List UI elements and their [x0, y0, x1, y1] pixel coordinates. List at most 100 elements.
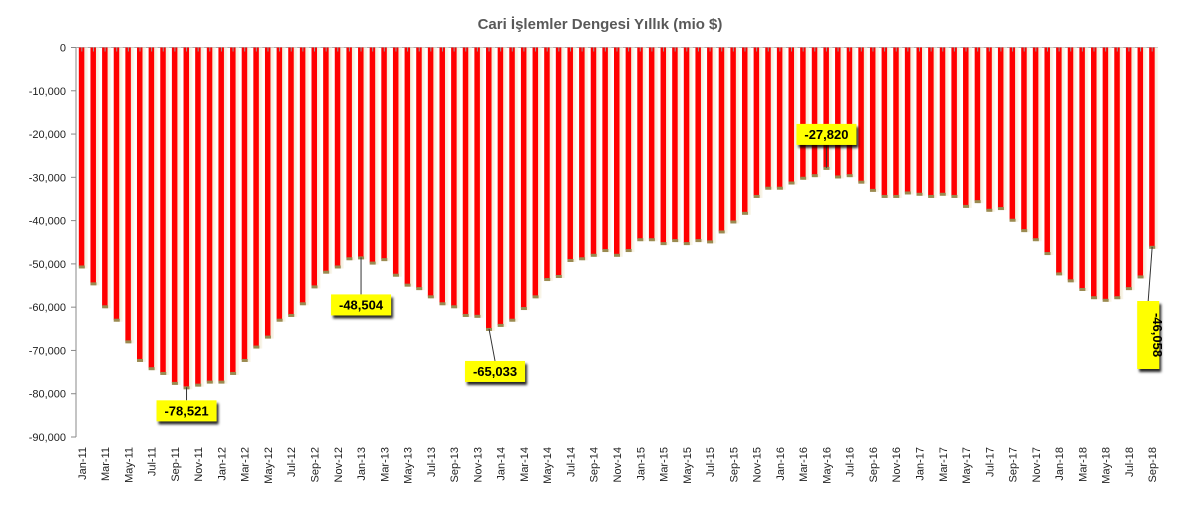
bar	[1114, 47, 1120, 298]
bar-end	[625, 249, 632, 253]
x-tick-label: Sep-17	[1008, 447, 1020, 482]
bar	[416, 47, 422, 289]
bar	[1079, 47, 1085, 289]
data-label: -78,521	[156, 387, 217, 422]
bar	[625, 47, 632, 251]
bar-end	[1102, 298, 1109, 302]
x-tick-label: Jul-13	[426, 447, 438, 477]
bar	[846, 47, 853, 176]
bar	[683, 47, 690, 244]
bar	[218, 47, 224, 382]
x-tick-label: May-18	[1101, 447, 1113, 484]
bar	[427, 47, 434, 297]
x-tick-label: Jul-11	[147, 447, 159, 476]
bar-end	[544, 278, 551, 282]
bar-end	[532, 295, 539, 299]
bar-end	[1091, 296, 1098, 300]
leader-line	[488, 328, 496, 362]
bar-end	[741, 211, 748, 215]
bar	[637, 47, 643, 240]
x-tick-label: Mar-16	[798, 447, 810, 482]
x-tick-label: Jan-16	[775, 447, 787, 481]
bar-end	[509, 318, 516, 322]
bar-end	[951, 194, 958, 198]
x-tick-label: Nov-12	[333, 447, 345, 482]
bar	[125, 47, 131, 342]
bar	[602, 47, 608, 251]
bar-end	[637, 238, 644, 242]
x-tick-label: Jul-18	[1124, 447, 1136, 477]
bar-end	[334, 265, 341, 269]
bar	[183, 47, 190, 388]
bar-end	[148, 367, 155, 371]
bar-end	[404, 283, 411, 287]
bar-end	[1114, 296, 1121, 300]
bar	[462, 47, 469, 315]
bar	[230, 47, 236, 373]
bar-end	[253, 345, 260, 349]
bar	[439, 47, 445, 304]
bar	[963, 47, 969, 206]
x-tick-label: Jan-14	[496, 447, 508, 481]
bar-end	[1067, 279, 1074, 283]
bar-end	[497, 323, 504, 327]
bar	[264, 47, 271, 337]
bar-end	[113, 318, 120, 322]
bar	[974, 47, 981, 202]
x-tick-label: Mar-11	[100, 447, 112, 481]
bar	[113, 47, 120, 320]
x-tick-label: May-15	[682, 447, 694, 484]
x-tick-label: Jul-14	[565, 447, 577, 477]
bar	[102, 47, 108, 307]
bar-end	[230, 371, 237, 375]
bar-end	[765, 186, 772, 190]
bar	[78, 47, 85, 267]
y-tick-label: -80,000	[29, 389, 66, 401]
bar	[1102, 47, 1109, 300]
bar-end	[1044, 252, 1051, 256]
bar	[334, 47, 341, 267]
x-tick-label: Jul-12	[286, 447, 298, 477]
leader-line	[1147, 246, 1153, 302]
bar-end	[241, 358, 248, 362]
x-tick-label: Sep-18	[1147, 447, 1159, 482]
x-tick-label: May-14	[542, 447, 554, 484]
bar-end	[206, 380, 213, 384]
bar-end	[928, 194, 935, 198]
bar	[299, 47, 306, 304]
bar-end	[602, 249, 609, 253]
chart-title: Cari İşlemler Dengesi Yıllık (mio $)	[478, 16, 723, 33]
x-tick-label: Jul-17	[984, 447, 996, 477]
bar	[579, 47, 585, 259]
bar	[311, 47, 318, 287]
bar-end	[660, 242, 667, 246]
bar-end	[800, 176, 807, 180]
bar	[986, 47, 992, 210]
bar	[369, 47, 376, 263]
bar-end	[369, 261, 376, 265]
x-tick-label: Mar-17	[938, 447, 950, 482]
bar	[532, 47, 539, 297]
x-tick-label: Sep-14	[589, 447, 601, 482]
bar-end	[288, 313, 295, 317]
x-tick-label: Sep-13	[449, 447, 461, 482]
bar	[358, 47, 364, 258]
bar-end	[648, 238, 655, 242]
x-tick-label: Mar-13	[379, 447, 391, 482]
bar-end	[1009, 218, 1016, 222]
bar	[823, 47, 829, 168]
bar-end	[439, 302, 446, 306]
bar	[404, 47, 411, 285]
x-tick-label: Nov-15	[752, 447, 764, 482]
label-box	[156, 400, 217, 422]
x-tick-label: Jan-15	[635, 447, 647, 481]
x-tick-label: May-11	[123, 447, 135, 483]
bar-end	[869, 188, 876, 192]
bar	[858, 47, 864, 182]
bar-end	[1032, 238, 1039, 242]
bar	[555, 47, 562, 277]
label-text: -78,521	[164, 403, 208, 418]
bar-end	[171, 381, 178, 385]
bar-end	[474, 314, 481, 318]
x-tick-label: Nov-14	[612, 447, 624, 482]
